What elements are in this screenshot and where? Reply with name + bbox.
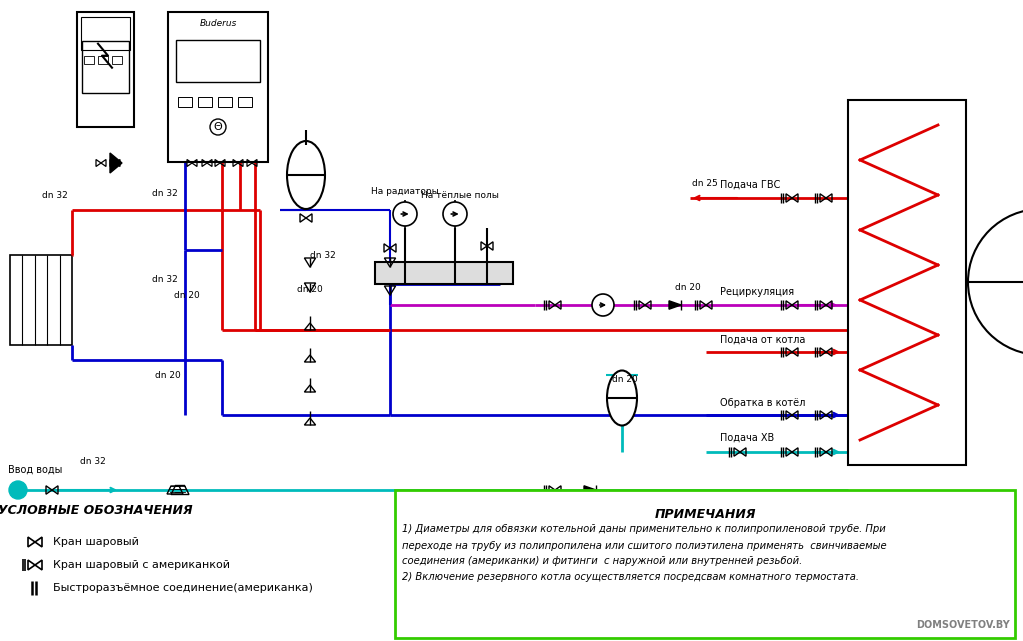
Ellipse shape bbox=[607, 370, 637, 426]
Bar bbox=[10, 255, 72, 345]
Text: Buderus: Buderus bbox=[199, 19, 236, 28]
Text: dn 20: dn 20 bbox=[612, 376, 637, 385]
Text: dn 32: dn 32 bbox=[310, 251, 336, 260]
Bar bbox=[84, 56, 94, 63]
Bar bbox=[375, 262, 513, 284]
Text: dn 20: dn 20 bbox=[675, 283, 701, 292]
Text: Рециркуляция: Рециркуляция bbox=[720, 287, 794, 297]
Bar bbox=[81, 17, 130, 49]
Circle shape bbox=[393, 202, 417, 226]
Text: dn 32: dn 32 bbox=[80, 458, 105, 467]
Circle shape bbox=[443, 202, 468, 226]
Text: переходе на трубу из полипропилена или сшитого полиэтилена применять  свинчиваем: переходе на трубу из полипропилена или с… bbox=[402, 541, 887, 551]
Text: Ввод воды: Ввод воды bbox=[8, 465, 62, 475]
Text: ПРИМЕЧАНИЯ: ПРИМЕЧАНИЯ bbox=[655, 508, 756, 520]
Bar bbox=[178, 97, 192, 107]
Text: dn 20: dn 20 bbox=[298, 285, 323, 294]
Bar bbox=[82, 41, 129, 92]
Bar bbox=[218, 97, 232, 107]
FancyBboxPatch shape bbox=[395, 490, 1015, 638]
Text: Обратка в котёл: Обратка в котёл bbox=[720, 398, 805, 408]
Polygon shape bbox=[110, 153, 122, 173]
Bar bbox=[168, 12, 268, 162]
Text: dn 32: dn 32 bbox=[152, 188, 178, 197]
Text: Кран шаровый: Кран шаровый bbox=[53, 537, 139, 547]
Text: 2) Включение резервного котла осуществляется посредсвам комнатного термостата.: 2) Включение резервного котла осуществля… bbox=[402, 572, 859, 582]
Circle shape bbox=[592, 294, 614, 316]
Polygon shape bbox=[669, 301, 681, 309]
Circle shape bbox=[968, 209, 1023, 355]
Text: УСЛОВНЫЕ ОБОЗНАЧЕНИЯ: УСЛОВНЫЕ ОБОЗНАЧЕНИЯ bbox=[0, 503, 192, 517]
Text: На тёплые полы: На тёплые полы bbox=[421, 191, 499, 200]
Text: На радиаторы: На радиаторы bbox=[371, 187, 439, 196]
Text: DOMSOVETOV.BY: DOMSOVETOV.BY bbox=[917, 620, 1010, 630]
Text: Кран шаровый с американкой: Кран шаровый с американкой bbox=[53, 560, 230, 570]
Text: Быстроразъёмное соединение(американка): Быстроразъёмное соединение(американка) bbox=[53, 583, 313, 593]
Text: 1) Диаметры для обвязки котельной даны применительно к полипропиленовой трубе. П: 1) Диаметры для обвязки котельной даны п… bbox=[402, 524, 886, 534]
Bar bbox=[176, 40, 260, 82]
Bar bbox=[77, 12, 134, 127]
Ellipse shape bbox=[287, 141, 325, 209]
Text: Подача от котла: Подача от котла bbox=[720, 335, 805, 345]
Bar bbox=[238, 97, 252, 107]
Text: dn 20: dn 20 bbox=[155, 370, 181, 379]
Bar bbox=[112, 56, 122, 63]
Circle shape bbox=[9, 481, 27, 499]
Polygon shape bbox=[584, 486, 596, 494]
Text: Θ: Θ bbox=[214, 122, 222, 132]
Bar bbox=[98, 56, 108, 63]
Text: Подача ГВС: Подача ГВС bbox=[720, 180, 781, 190]
Bar bbox=[198, 97, 212, 107]
Text: dn 32: dn 32 bbox=[42, 190, 68, 199]
Text: Подача ХВ: Подача ХВ bbox=[720, 433, 774, 443]
Text: dn 20: dn 20 bbox=[174, 292, 199, 301]
Text: dn 32: dn 32 bbox=[152, 276, 178, 285]
Text: dn 25: dn 25 bbox=[692, 178, 718, 188]
Bar bbox=[848, 100, 966, 465]
Text: соединения (американки) и фитинги  с наружной или внутренней резьбой.: соединения (американки) и фитинги с нару… bbox=[402, 556, 802, 566]
